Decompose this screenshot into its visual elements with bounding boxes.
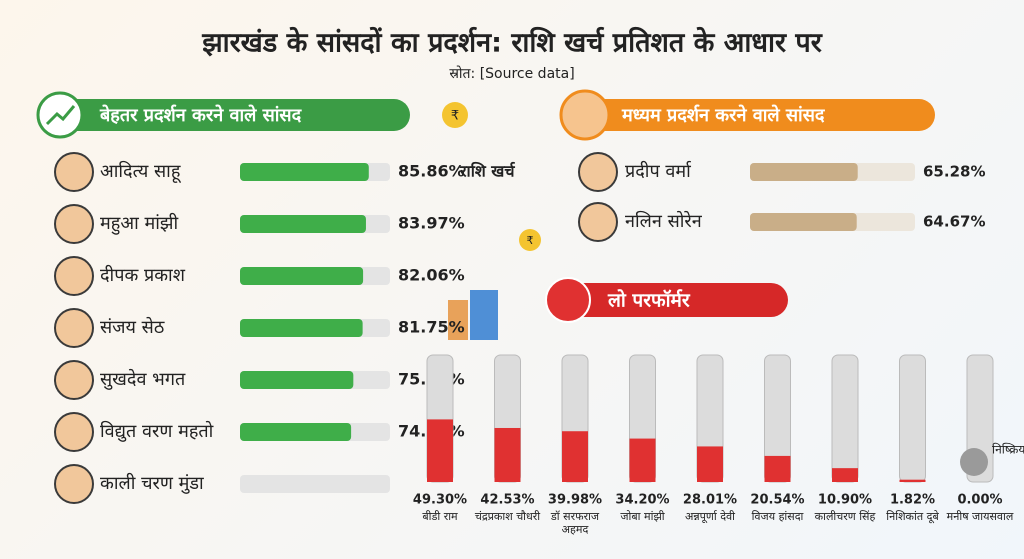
name-label: प्रदीप वर्मा	[625, 160, 692, 182]
avatar	[54, 464, 94, 504]
name-label: डॉ सरफराज अहमद	[550, 510, 600, 536]
header-pill	[40, 99, 410, 131]
avatar	[54, 412, 94, 452]
source: स्रोत: [Source data]	[449, 65, 574, 82]
value-label: 20.54%	[750, 493, 804, 508]
avatar	[54, 256, 94, 296]
value-label: 81.75%	[398, 318, 465, 337]
name-label: विजय हांसदा	[751, 510, 804, 523]
avatar	[54, 360, 94, 400]
name-label: चंद्रप्रकाश चौधरी	[474, 510, 541, 523]
bar-track	[899, 354, 926, 483]
bar	[832, 468, 858, 482]
bar	[750, 163, 858, 181]
bar	[629, 438, 656, 482]
bar	[562, 431, 588, 482]
header-pill	[548, 283, 788, 317]
name-label: सुखदेव भगत	[100, 368, 186, 390]
bar	[240, 319, 363, 337]
name-label: बीडी राम	[422, 510, 458, 523]
value-label: 34.20%	[615, 493, 669, 508]
value-label: 39.98%	[548, 493, 602, 508]
bar	[494, 427, 521, 482]
name-label: जोबा मांझी	[620, 510, 665, 523]
bar	[427, 419, 453, 482]
section-title: बेहतर प्रदर्शन करने वाले सांसद	[99, 104, 303, 126]
name-label: निशिकांत दूबे	[886, 510, 939, 523]
name-label: संजय सेठ	[100, 316, 165, 338]
annotation: राशि खर्च	[459, 162, 516, 181]
value-label: 64.67%	[923, 213, 985, 231]
icon	[470, 290, 498, 340]
header-pill	[560, 99, 935, 131]
bar	[240, 423, 352, 441]
avatar	[578, 152, 618, 192]
value-label: 65.28%	[923, 163, 985, 181]
name-label: विद्युत वरण महतो	[100, 420, 214, 442]
value-label: 83.97%	[398, 214, 465, 233]
name-label: कालीचरण सिंह	[814, 510, 876, 523]
avatar	[54, 308, 94, 348]
bar	[899, 479, 926, 482]
bar-track	[240, 475, 390, 493]
value-label: 0.00%	[957, 493, 1002, 508]
bar	[764, 455, 791, 482]
value-label: 82.06%	[398, 266, 465, 285]
name-label: दीपक प्रकाश	[100, 264, 186, 286]
name-label: काली चरण मुंडा	[100, 472, 204, 494]
avatar	[960, 448, 988, 476]
bar	[750, 213, 857, 231]
section-title: मध्यम प्रदर्शन करने वाले सांसद	[621, 104, 826, 126]
avatar	[54, 204, 94, 244]
icon	[545, 277, 591, 323]
name-label: महुआ मांझी	[100, 212, 178, 235]
bar-track	[831, 354, 859, 483]
name-label: नलिन सोरेन	[625, 210, 703, 232]
value-label: 28.01%	[683, 493, 737, 508]
value-label: 42.53%	[480, 493, 534, 508]
value-label: 1.82%	[890, 493, 935, 508]
bar	[697, 446, 723, 482]
bar	[240, 371, 354, 389]
name-label: अन्नपूर्णा देवी	[684, 510, 736, 523]
value-label: 85.86%	[398, 162, 465, 181]
avatar	[578, 202, 618, 242]
icon-text: ₹	[527, 234, 534, 247]
name-label: मनीष जायसवाल	[946, 510, 1014, 523]
name-label: आदित्य साहू	[100, 160, 182, 184]
icon	[45, 105, 76, 126]
bar	[240, 163, 369, 181]
icon	[448, 300, 468, 340]
bar	[240, 267, 364, 285]
bar	[240, 215, 366, 233]
title: झारखंड के सांसदों का प्रदर्शन: राशि खर्च…	[201, 27, 823, 59]
annotation: निष्क्रिय	[992, 443, 1024, 457]
value-label: 10.90%	[818, 493, 872, 508]
icon	[442, 102, 468, 128]
value-label: 49.30%	[413, 493, 467, 508]
avatar	[559, 89, 611, 141]
icon	[519, 229, 541, 251]
icon-text: ₹	[451, 109, 459, 124]
avatar	[54, 152, 94, 192]
section-title: लो परफॉर्मर	[607, 289, 691, 312]
